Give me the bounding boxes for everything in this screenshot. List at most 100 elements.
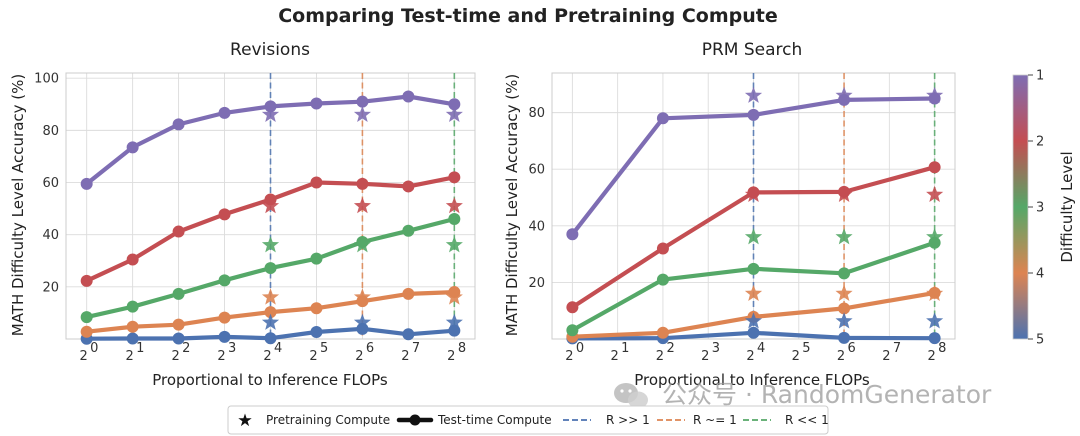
- revisions-pretraining-star-level3: [261, 236, 280, 253]
- revisions-x-tick-label: 2: [217, 349, 225, 364]
- prm-search-x-tick-exponent: 1: [621, 341, 629, 356]
- prm-search-data-point-level5: [928, 332, 941, 345]
- revisions-pretraining-star-level1: [261, 105, 280, 122]
- revisions-data-point-level3: [402, 224, 415, 237]
- revisions-pretraining-star-level5: [353, 313, 371, 330]
- prm-search-data-point-level1: [566, 228, 579, 241]
- star-marker-icon: [238, 413, 252, 427]
- revisions-data-point-level1: [448, 98, 461, 111]
- prm-search-x-tick-exponent: 6: [848, 341, 856, 356]
- prm-search-x-tick-label: 2: [656, 349, 664, 364]
- legend-r-ll-label: R << 1: [785, 413, 829, 427]
- revisions-y-tick-label: 20: [42, 280, 59, 295]
- revisions-x-tick-label: 2: [125, 349, 133, 364]
- revisions-x-tick-label: 2: [171, 349, 179, 364]
- prm-search-pretraining-star-level2: [926, 185, 944, 202]
- prm-search-data-point-level4: [656, 326, 669, 339]
- revisions-data-point-level5: [310, 325, 323, 338]
- revisions-data-point-level2: [310, 176, 323, 189]
- colorbar-tick-label: 5: [1036, 333, 1044, 348]
- revisions-data-point-level3: [126, 300, 139, 313]
- revisions-pretraining-star-level2: [353, 197, 371, 214]
- revisions-pretraining-star-level4: [353, 288, 371, 305]
- prm-search-x-tick-label: 2: [701, 349, 709, 364]
- legend-frame: [227, 405, 829, 435]
- revisions-data-point-level5: [218, 330, 231, 343]
- revisions-pretraining-star-level3: [353, 236, 371, 253]
- legend-item-r-eq: R ~= 1: [657, 413, 737, 427]
- prm-search-data-point-level3: [747, 262, 760, 275]
- revisions-data-point-level3: [264, 262, 277, 275]
- revisions-data-point-level1: [80, 177, 93, 190]
- prm-search-x-tick-exponent: 7: [893, 341, 901, 356]
- revisions-x-tick-label: 2: [401, 349, 409, 364]
- watermark-text: 公众号 · RandomGenerator: [662, 380, 992, 409]
- prm-search-data-point-level2: [566, 301, 579, 314]
- colorbar-tick-label: 2: [1036, 135, 1044, 150]
- revisions-pretraining-star-level3: [445, 236, 463, 253]
- revisions-y-tick-label: 80: [42, 124, 59, 139]
- revisions-x-tick-label: 2: [447, 349, 455, 364]
- revisions-data-point-level4: [80, 325, 93, 338]
- revisions-data-point-level2: [448, 171, 461, 184]
- prm-search-x-tick-label: 2: [611, 349, 619, 364]
- revisions-data-point-level4: [264, 306, 277, 319]
- prm-search-x-tick-exponent: 8: [938, 341, 946, 356]
- legend-r-gg-label: R >> 1: [606, 413, 650, 427]
- revisions-data-point-level1: [126, 141, 139, 154]
- colorbar-tick-label: 3: [1036, 201, 1044, 216]
- revisions-data-point-level3: [80, 311, 93, 324]
- prm-search-data-point-level4: [838, 302, 851, 315]
- prm-search-data-point-level1: [747, 108, 760, 121]
- revisions-data-point-level4: [310, 302, 323, 315]
- revisions-x-tick-label: 2: [263, 349, 271, 364]
- prm-search-x-tick-label: 2: [837, 349, 845, 364]
- prm-search-data-point-level3: [838, 267, 851, 280]
- revisions-data-point-level5: [264, 332, 277, 345]
- circle-marker-icon: [409, 414, 421, 426]
- legend-testtime-label: Test-time Compute: [437, 413, 552, 427]
- revisions-data-point-level2: [218, 208, 231, 221]
- revisions-data-point-level2: [126, 253, 139, 266]
- prm-search-pretraining-star-level5: [835, 312, 853, 329]
- wechat-icon: [614, 383, 648, 409]
- prm-search-data-point-level5: [838, 331, 851, 344]
- watermark: 公众号 · RandomGenerator: [614, 380, 992, 409]
- revisions-data-point-level1: [218, 106, 231, 119]
- prm-search-pretraining-star-level1: [835, 86, 853, 103]
- legend: Pretraining Compute Test-time Compute R …: [227, 405, 829, 435]
- prm-search-xlabel: Proportional to Inference FLOPs: [634, 371, 870, 389]
- prm-search-pretraining-star-level4: [926, 284, 944, 301]
- revisions-y-tick-label: 40: [42, 228, 59, 243]
- revisions-data-point-level1: [356, 95, 369, 108]
- prm-search-pretraining-star-level1: [744, 86, 763, 103]
- revisions-x-tick-label: 2: [355, 349, 363, 364]
- legend-pretraining-label: Pretraining Compute: [266, 413, 390, 427]
- revisions-pretraining-star-level5: [261, 313, 280, 330]
- prm-search-pretraining-star-level2: [835, 185, 853, 202]
- legend-item-r-ll: R << 1: [743, 413, 829, 427]
- prm-search-x-tick-exponent: 4: [757, 341, 765, 356]
- prm-search-x-tick-exponent: 0: [576, 341, 584, 356]
- revisions-data-point-level2: [80, 274, 93, 287]
- revisions-x-tick-exponent: 8: [458, 341, 466, 356]
- prm-search-x-tick-label: 2: [565, 349, 573, 364]
- prm-search-x-tick-label: 2: [927, 349, 935, 364]
- prm-search-data-point-level1: [656, 112, 669, 125]
- prm-search-pretraining-star-level4: [744, 284, 763, 301]
- revisions-data-point-level2: [356, 177, 369, 190]
- revisions-data-point-level2: [402, 180, 415, 193]
- difficulty-colorbar: 1 2 3 4 5 Difficulty Level: [1012, 69, 1076, 348]
- revisions-x-tick-label: 2: [80, 349, 88, 364]
- colorbar-tick-label: 4: [1036, 267, 1044, 282]
- revisions-x-tick-label: 2: [309, 349, 317, 364]
- prm-search-x-tick-label: 2: [792, 349, 800, 364]
- revisions-y-tick-label: 100: [34, 72, 59, 87]
- prm-search-pretraining-star-level4: [835, 284, 853, 301]
- legend-item-testtime: Test-time Compute: [396, 413, 552, 427]
- prm-search-data-point-level5: [747, 326, 760, 339]
- legend-item-pretraining: Pretraining Compute: [238, 413, 390, 427]
- revisions-panel: Revisions Proportional to Inference FLOP…: [9, 40, 476, 389]
- legend-r-eq-label: R ~= 1: [693, 413, 737, 427]
